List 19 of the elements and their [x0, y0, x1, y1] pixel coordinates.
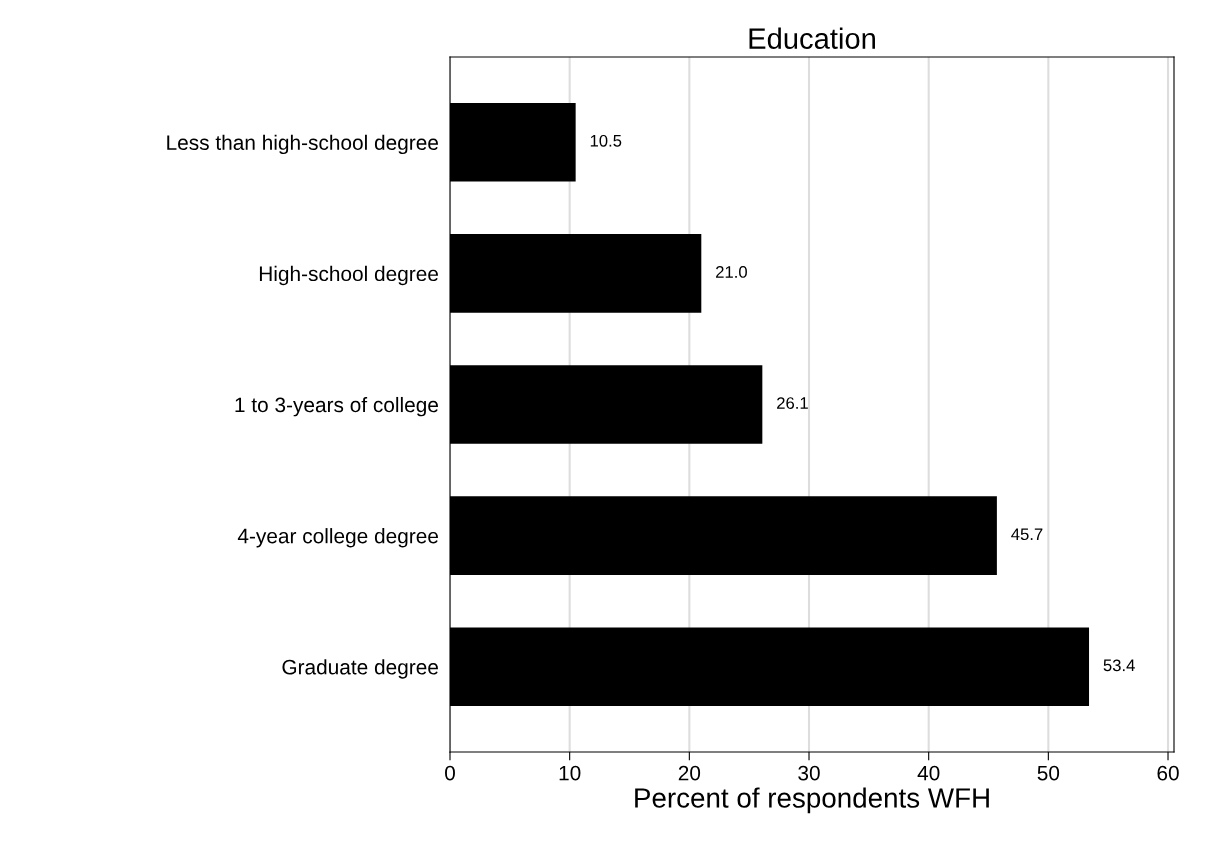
y-tick-label: 4-year college degree: [237, 528, 438, 548]
x-tick-label: 60: [1157, 765, 1179, 781]
data-label: 10.5: [590, 134, 622, 147]
y-tick-label: Graduate degree: [282, 659, 438, 679]
data-label: 21.0: [716, 266, 747, 278]
x-tick-label: 50: [1037, 765, 1060, 781]
x-tick-label: 30: [798, 765, 820, 781]
x-axis-title: Percent of respondents WFH: [635, 787, 989, 814]
chart-title: Education: [749, 27, 875, 49]
y-tick-label: High-school degree: [259, 265, 438, 286]
x-tick-label: 40: [917, 765, 940, 781]
x-tick-label: 0: [445, 765, 455, 781]
y-tick-label: 1 to 3-years of college: [235, 396, 438, 417]
x-tick-label: 20: [678, 765, 701, 781]
y-tick-label: Less than high-school degree: [167, 134, 438, 155]
data-label: 53.4: [1103, 659, 1135, 672]
x-tick-label: 10: [559, 765, 581, 781]
data-label: 26.1: [777, 397, 808, 409]
data-label: 45.7: [1011, 528, 1043, 541]
